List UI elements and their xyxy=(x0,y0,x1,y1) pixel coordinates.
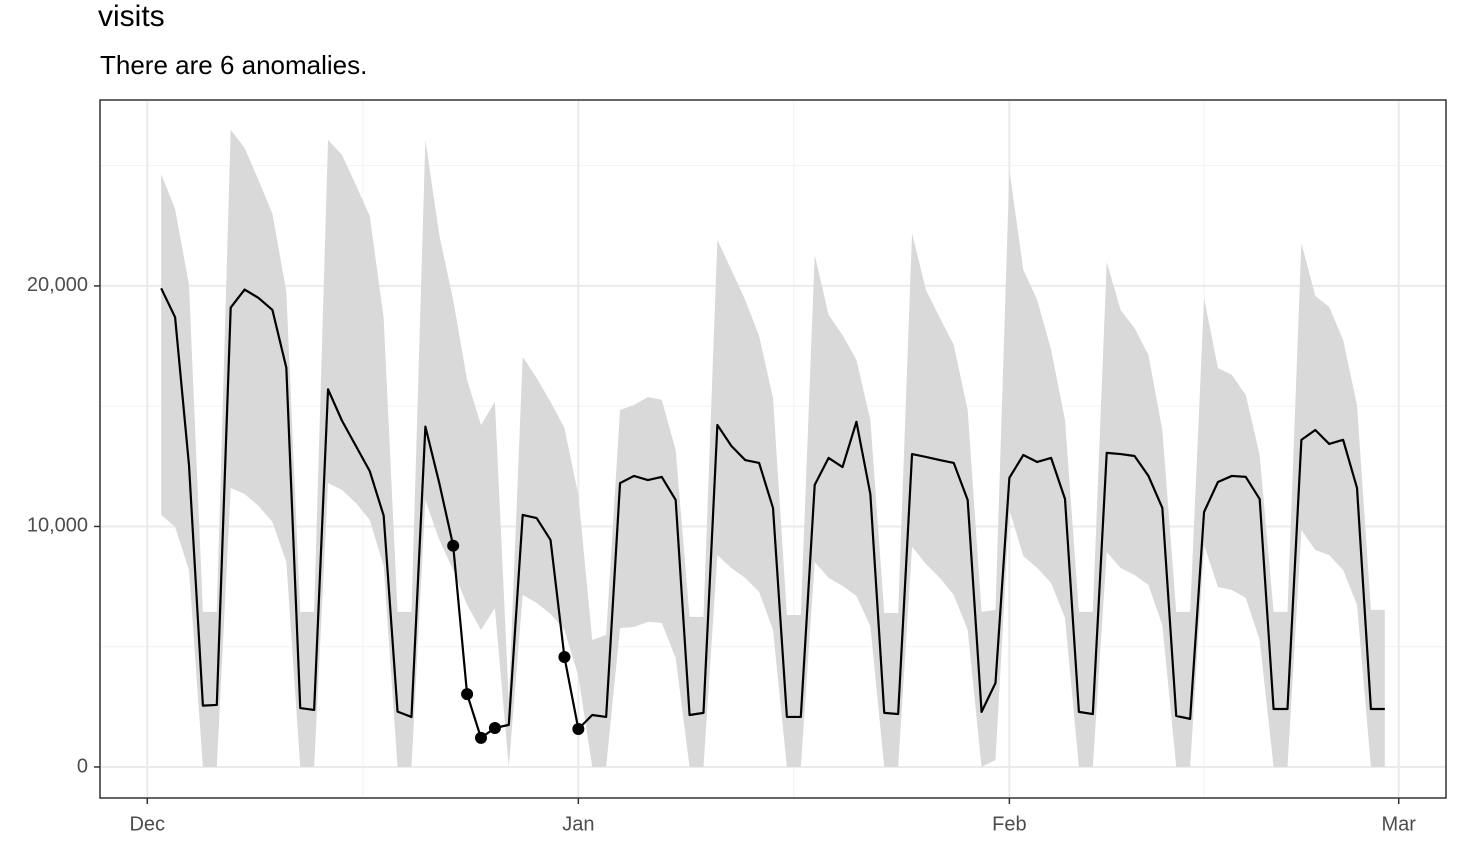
anomaly-point xyxy=(461,688,474,701)
x-tick-label: Dec xyxy=(129,813,165,835)
y-tick-label: 20,000 xyxy=(27,274,88,296)
chart-title: visits xyxy=(98,0,165,33)
anomaly-point xyxy=(474,731,487,744)
y-tick-label: 10,000 xyxy=(27,515,88,537)
anomaly-point xyxy=(558,651,571,664)
band xyxy=(161,129,1385,767)
anomaly-point xyxy=(447,539,460,552)
plot-border xyxy=(99,99,1447,799)
x-tick-label: Jan xyxy=(562,813,594,835)
x-tick-label: Mar xyxy=(1381,813,1416,835)
chart-subtitle: There are 6 anomalies. xyxy=(100,50,367,80)
y-tick-label: 0 xyxy=(77,755,88,777)
anomaly-point xyxy=(488,722,501,735)
line xyxy=(160,287,1385,739)
anomaly-point xyxy=(572,722,585,735)
x-tick-label: Feb xyxy=(992,813,1026,835)
